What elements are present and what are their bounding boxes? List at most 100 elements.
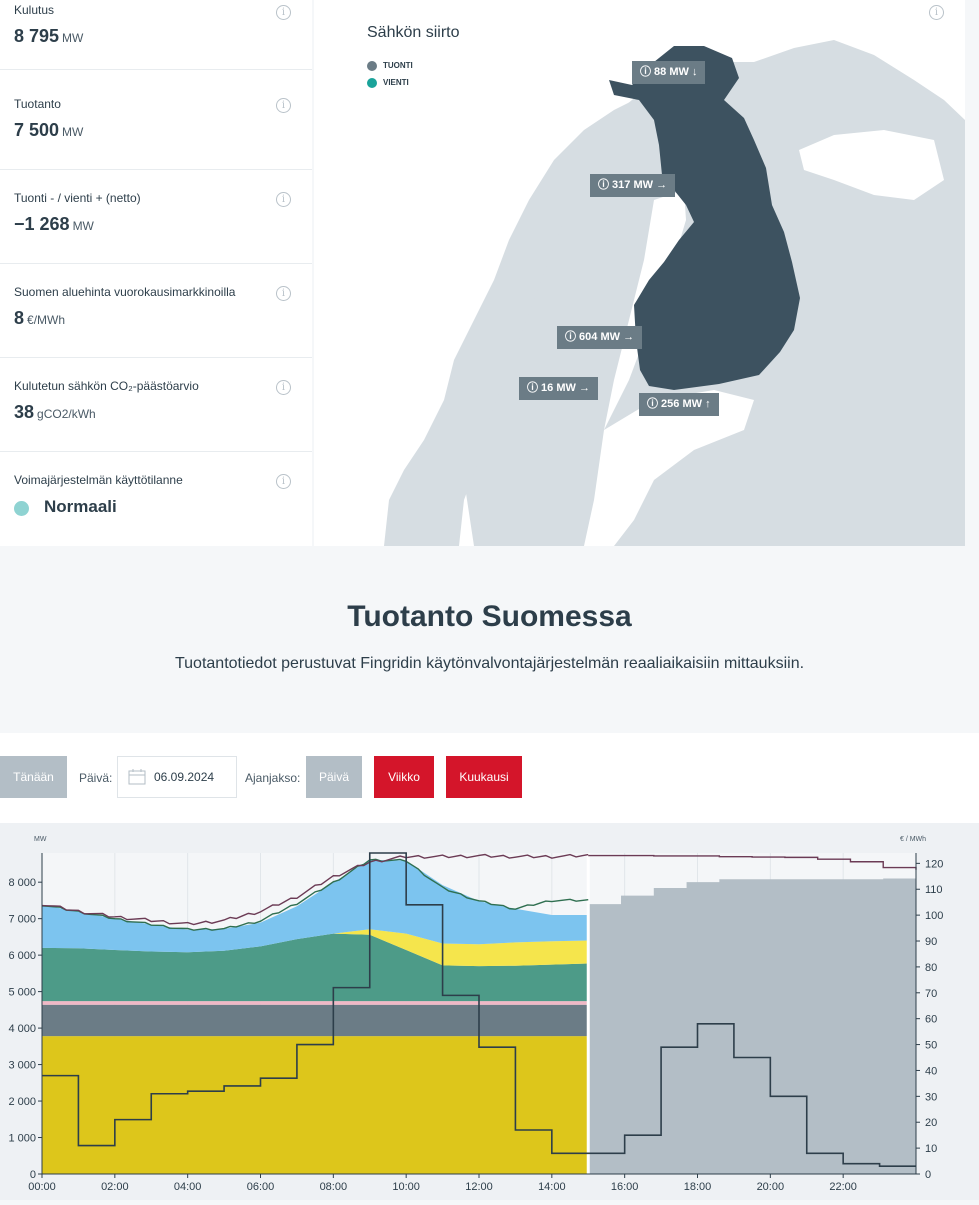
period-label: Ajanjakso: — [245, 771, 301, 785]
card-label: Kulutus — [14, 3, 55, 17]
right-tick-label: 110 — [925, 884, 943, 896]
flow-badge-estonia[interactable]: ⓘ 256 MW ↑ — [639, 393, 719, 416]
norway-coast — [384, 85, 664, 546]
transmission-map: Sähkön siirto TUONTI VIENTI ⓘ 88 MW ↓ ⓘ … — [314, 0, 965, 546]
legend-label: TUONTI — [383, 61, 413, 71]
kola-peninsula — [799, 130, 944, 200]
info-icon[interactable]: i — [276, 5, 291, 20]
x-tick-label: 14:00 — [538, 1181, 566, 1193]
forecast-production-area — [588, 876, 916, 1174]
baltic-sea — [584, 390, 754, 546]
card-label: Tuonti - / vienti + (netto) — [14, 191, 141, 205]
calendar-icon — [128, 769, 146, 785]
card-value: 8 795 MW — [14, 26, 83, 47]
right-tick-label: 40 — [925, 1065, 937, 1077]
card-value: −1 268 MW — [14, 214, 94, 235]
legend-export: VIENTI — [367, 78, 409, 88]
line-area-price — [42, 852, 916, 1168]
right-tick-label: 50 — [925, 1040, 937, 1052]
left-tick-label: 0 — [30, 1169, 36, 1181]
right-tick-label: 70 — [925, 988, 937, 1000]
area-tuulivoima — [42, 859, 589, 953]
info-icon[interactable]: i — [276, 192, 291, 207]
area-vesivoima — [42, 933, 589, 1002]
card-label: Tuotanto — [14, 97, 61, 111]
flow-badge-sweden-north[interactable]: ⓘ 317 MW → — [590, 174, 676, 197]
right-tick-label: 0 — [925, 1169, 931, 1181]
x-tick-label: 16:00 — [611, 1181, 639, 1193]
finland-shape — [609, 46, 800, 390]
value-unit: MW — [62, 125, 84, 139]
production-chart-svg: MW € / MWh 0 1 000 2 000 3 000 4 000 5 000 6 0… — [8, 836, 943, 1193]
area-muu — [42, 1001, 589, 1005]
right-tick-label: 60 — [925, 1014, 937, 1026]
card-system-status: Voimajärjestelmän käyttötilanne Normaali… — [0, 452, 312, 546]
card-value: 7 500 MW — [14, 120, 83, 141]
left-tick-label: 4 000 — [8, 1023, 36, 1035]
right-tick-label: 80 — [925, 962, 937, 974]
x-tick-label: 10:00 — [392, 1181, 420, 1193]
card-co2: Kulutetun sähkön CO₂-päästöarvio 38 gCO2/… — [0, 358, 312, 452]
value-number: 8 795 — [14, 26, 60, 46]
right-axis-unit: € / MWh — [900, 836, 926, 843]
x-tick-label: 08:00 — [320, 1181, 348, 1193]
status-value: Normaali — [44, 497, 117, 516]
x-tick-label: 20:00 — [757, 1181, 785, 1193]
chart-controls: Tänään Päivä: 06.09.2024 Ajanjakso: Päiv… — [0, 733, 979, 823]
info-icon[interactable]: i — [276, 474, 291, 489]
flow-badge-north[interactable]: ⓘ 88 MW ↓ — [632, 61, 706, 84]
card-label: Voimajärjestelmän käyttötilanne — [14, 473, 183, 487]
right-tick-label: 10 — [925, 1143, 937, 1155]
x-tick-label: 22:00 — [829, 1181, 857, 1193]
area-ydinvoima — [42, 1036, 589, 1174]
x-tick-label: 04:00 — [174, 1181, 202, 1193]
period-week-button[interactable]: Viikko — [374, 756, 434, 798]
value-number: 7 500 — [14, 120, 60, 140]
chart-marks — [41, 852, 917, 1174]
legend-dot-icon — [367, 61, 377, 71]
value-number: 8 — [14, 308, 25, 328]
left-tick-label: 1 000 — [8, 1133, 36, 1145]
section-title: Tuotanto Suomessa — [347, 600, 632, 633]
area-kaukolämpö — [42, 1004, 589, 1037]
flow-badge-aland[interactable]: ⓘ 16 MW → — [519, 377, 598, 400]
info-icon[interactable]: i — [276, 286, 291, 301]
left-axis-unit: MW — [34, 836, 47, 843]
day-label: Päivä: — [79, 771, 113, 785]
right-tick-label: 120 — [925, 858, 943, 870]
x-tick-label: 00:00 — [28, 1181, 56, 1193]
legend-label: VIENTI — [383, 78, 409, 88]
value-number: −1 268 — [14, 214, 70, 234]
left-tick-label: 2 000 — [8, 1096, 36, 1108]
value-unit: MW — [62, 31, 84, 45]
production-chart: MW € / MWh 0 1 000 2 000 3 000 4 000 5 000 6 0… — [0, 823, 979, 1200]
map-title: Sähkön siirto — [367, 24, 460, 41]
line-forecast-consumption — [588, 854, 917, 870]
left-tick-label: 5 000 — [8, 987, 36, 999]
period-day-button[interactable]: Päivä — [306, 756, 362, 798]
value-unit: MW — [72, 219, 94, 233]
info-icon[interactable]: i — [276, 380, 291, 395]
left-tick-label: 8 000 — [8, 877, 36, 889]
left-tick-label: 3 000 — [8, 1060, 36, 1072]
period-month-button[interactable]: Kuukausi — [446, 756, 522, 798]
right-tick-label: 20 — [925, 1117, 937, 1129]
value-number: 38 — [14, 402, 35, 422]
nordic-map-graphic — [384, 40, 965, 546]
card-label: Kulutetun sähkön CO₂-päästöarvio — [14, 379, 199, 393]
status-indicator-icon — [14, 501, 29, 516]
x-tick-label: 02:00 — [101, 1181, 129, 1193]
right-tick-label: 100 — [925, 910, 943, 922]
info-icon[interactable]: i — [276, 98, 291, 113]
info-icon[interactable]: i — [929, 5, 944, 20]
value-unit: gCO2/kWh — [37, 407, 96, 421]
date-input[interactable]: 06.09.2024 — [117, 756, 237, 798]
chart-axes: 0 1 000 2 000 3 000 4 000 5 000 6 000 7 000 8 00… — [8, 853, 943, 1193]
section-subtitle: Tuotantotiedot perustuvat Fingridin käyt… — [174, 655, 805, 672]
flow-badge-sweden-mid[interactable]: ⓘ 604 MW → — [557, 326, 643, 349]
line-production — [41, 858, 589, 931]
card-value: 38 gCO2/kWh — [14, 402, 96, 423]
x-tick-label: 06:00 — [247, 1181, 275, 1193]
kpi-panel: Kulutus 8 795 MW i Tuotanto 7 500 MW i Tuo… — [0, 0, 312, 546]
today-button[interactable]: Tänään — [0, 756, 67, 798]
